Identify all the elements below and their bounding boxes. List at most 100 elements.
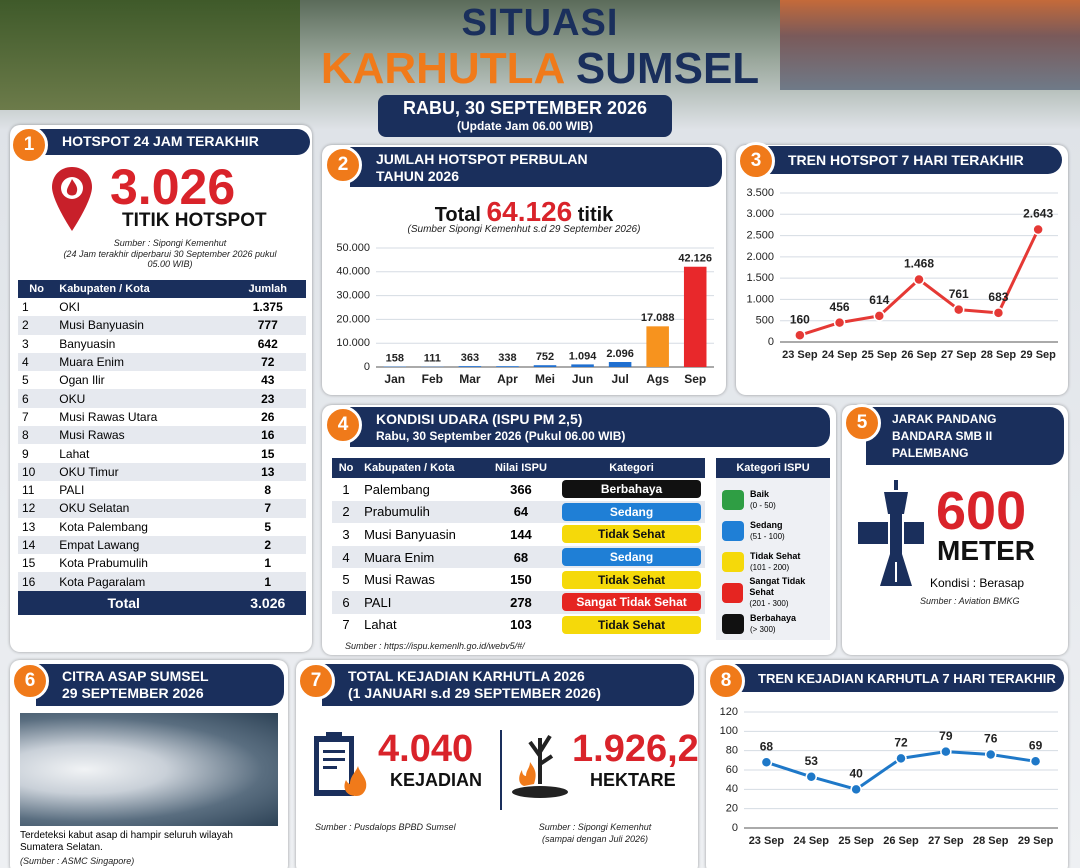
table-cell: 4 — [342, 549, 350, 565]
legend-text: Sangat Tidak Sehat (201 - 300) — [749, 576, 830, 609]
title: TOTAL KEJADIAN KARHUTLA 2026 — [348, 668, 585, 684]
chart-title: JUMLAH HOTSPOT PERBULAN TAHUN 2026 — [376, 151, 588, 184]
y-tick-label: 50.000 — [336, 242, 370, 254]
point — [760, 756, 773, 769]
legend-title: Kategori ISPU — [716, 458, 830, 478]
data-label: 1.468 — [904, 257, 934, 271]
point — [805, 771, 818, 783]
point — [952, 303, 965, 316]
table-cell: Musi Rawas — [59, 428, 125, 443]
x-tick-label: Jul — [611, 372, 628, 386]
panel-title: TOTAL KEJADIAN KARHUTLA 2026 (1 JANUARI s… — [322, 664, 694, 706]
category-cell: Sedang — [558, 546, 705, 569]
total-label: Total — [107, 594, 140, 611]
table-row: 11 PALI 8 — [18, 480, 306, 500]
table-cell: 278 — [510, 594, 532, 610]
data-label: 2.643 — [1023, 207, 1053, 221]
table-cell: Ogan Ilir — [59, 373, 105, 388]
table-cell: 64 — [513, 504, 529, 520]
category-badge: Sedang — [562, 502, 701, 521]
panel-title: JARAK PANDANG BANDARA SMB II PALEMBANG (Pu… — [866, 407, 1064, 477]
data-label: 761 — [949, 287, 969, 301]
table-cell: 3 — [22, 336, 29, 351]
panel-number: 7 — [297, 662, 335, 700]
legend-item: Baik (0 - 50) — [716, 484, 830, 515]
x-tick-label: 25 Sep — [838, 835, 874, 847]
x-tick-label: 29 Sep — [1020, 349, 1056, 361]
x-tick-label: 28 Sep — [981, 349, 1017, 361]
table-row: 14 Empat Lawang 2 — [18, 535, 306, 555]
table-cell: 366 — [510, 481, 532, 497]
table-cell: Lahat — [364, 617, 397, 633]
legend-label: Baik — [750, 488, 770, 499]
total-value: 3.026 — [250, 594, 286, 611]
point — [895, 752, 907, 765]
x-tick-label: 23 Sep — [749, 835, 785, 847]
y-tick-label: 120 — [720, 706, 738, 718]
legend-text: Tidak Sehat (101 - 200) — [750, 551, 800, 573]
legend-swatch — [722, 489, 744, 510]
y-tick-label: 40 — [726, 783, 738, 795]
title-line2: KARHUTLA SUMSEL — [290, 44, 790, 94]
category-badge: Tidak Sehat — [562, 525, 701, 544]
table-cell: 11 — [22, 483, 35, 498]
category-badge: Tidak Sehat — [562, 615, 701, 634]
x-tick-label: Jun — [572, 372, 593, 386]
table-cell: 1.375 — [252, 300, 283, 315]
table-row: 16 Kota Pagaralam 1 — [18, 572, 306, 591]
y-tick-label: 30.000 — [336, 290, 370, 302]
subtitle: Rabu, 30 September 2026 (Pukul 06.00 WIB… — [376, 429, 626, 443]
data-label: 68 — [760, 739, 774, 753]
x-tick-label: 28 Sep — [973, 835, 1009, 847]
column-header: Kategori — [609, 462, 654, 474]
x-tick-label: Apr — [497, 372, 518, 386]
condition: Kondisi : Berasap — [930, 576, 1025, 590]
table-cell: Muara Enim — [364, 549, 435, 565]
table-cell: 144 — [510, 526, 532, 542]
hotspot-total: 3.026 — [110, 159, 236, 215]
total-value: 64.126 — [486, 196, 573, 227]
x-tick-label: 27 Sep — [941, 349, 977, 361]
clipboard-icon — [314, 732, 367, 796]
hotspot-table: No Kabupaten / Kota Jumlah 1 OKI 1.375 2 Musi B… — [18, 280, 306, 615]
category-cell: Berbahaya — [558, 478, 705, 501]
total-suffix: titik — [577, 204, 614, 226]
area-value: 1.926,2 — [572, 728, 699, 770]
table-row: 13 Kota Palembang 5 — [18, 517, 306, 536]
title-word: KARHUTLA — [320, 44, 564, 93]
y-tick-label: 1.000 — [746, 293, 774, 305]
y-tick-label: 20.000 — [336, 313, 370, 325]
table-cell: 5 — [264, 519, 272, 534]
legend-label: Tidak Sehat — [750, 550, 801, 561]
legend-text: Sedang (51 - 100) — [750, 520, 785, 542]
table-cell: 15 — [22, 556, 36, 571]
header-row: No Kabupaten / Kota Jumlah — [18, 280, 306, 298]
data-label: 42.126 — [678, 253, 712, 265]
table-row: 4 Muara Enim 68 Sedang — [332, 545, 705, 569]
legend-label: Sangat Tidak Sehat — [749, 576, 806, 597]
table-cell: 642 — [257, 336, 278, 351]
legend-swatch — [722, 613, 744, 634]
legend-swatch — [722, 582, 744, 603]
table-cell: 26 — [261, 409, 275, 424]
source: Sumber : Sipongi Kemenhut — [113, 238, 227, 248]
panel-number: 3 — [737, 142, 775, 180]
table-cell: PALI — [59, 483, 85, 498]
data-label: 338 — [498, 352, 516, 364]
table-cell: OKI — [59, 300, 80, 315]
table-cell: 8 — [264, 483, 272, 498]
panel-title: CITRA ASAP SUMSEL 29 SEPTEMBER 2026 — [36, 664, 284, 706]
table-cell: 2 — [342, 504, 350, 520]
table-row: 2 Musi Banyuasin 777 — [18, 316, 306, 335]
bar — [608, 362, 632, 367]
title-word: SUMSEL — [575, 44, 760, 93]
table-cell: 3 — [342, 526, 350, 542]
table-cell: 2 — [264, 538, 272, 552]
table-cell: Empat Lawang — [59, 538, 140, 552]
table-row: 3 Musi Banyuasin 144 Tidak Sehat — [332, 523, 705, 546]
header-row: No Kabupaten / Kota Nilai ISPU Kategori — [332, 458, 705, 478]
table-cell: 1 — [264, 574, 272, 589]
table-cell: 8 — [22, 428, 29, 443]
